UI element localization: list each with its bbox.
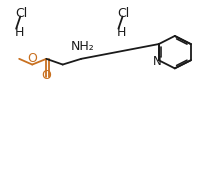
Text: O: O xyxy=(27,52,37,65)
Text: N: N xyxy=(153,55,162,68)
Text: NH₂: NH₂ xyxy=(71,40,94,53)
Text: O: O xyxy=(41,70,51,83)
Text: Cl: Cl xyxy=(15,7,27,20)
Text: Cl: Cl xyxy=(117,7,129,20)
Text: H: H xyxy=(15,26,24,39)
Text: H: H xyxy=(117,26,127,39)
